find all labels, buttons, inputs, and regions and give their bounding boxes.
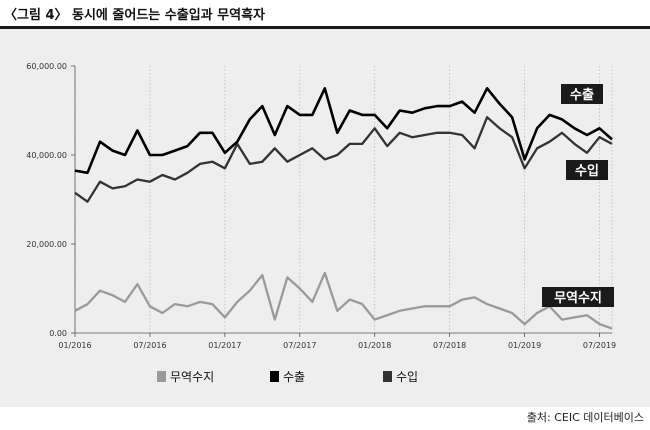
x-tick-label: 01/2017 [208, 341, 241, 350]
imports-annotation-box [566, 160, 608, 180]
legend-item: 수입 [383, 370, 418, 384]
legend-label: 수출 [283, 370, 305, 384]
x-tick-label: 07/2018 [433, 341, 466, 350]
exports-annotation-text: 수출 [570, 87, 594, 103]
legend-layer: 무역수지 수출 수입 [157, 370, 418, 384]
y-tick-label: 40,000.00 [26, 151, 67, 160]
series-layer [74, 87, 613, 330]
legend-label: 무역수지 [170, 370, 214, 384]
exports-annotation: 수출 [561, 84, 603, 104]
legend-swatch [383, 371, 392, 382]
balance-line [74, 271, 613, 330]
imports-annotation: 수입 [566, 160, 608, 180]
legend-swatch [270, 371, 279, 382]
x-tick-label: 01/2018 [358, 341, 391, 350]
imports-line [74, 116, 613, 203]
legend-item: 무역수지 [157, 370, 214, 384]
balance-annotation: 무역수지 [542, 287, 614, 307]
x-tick-label: 07/2016 [133, 341, 166, 350]
y-tick-label: 20,000.00 [26, 240, 67, 249]
title-rule [0, 26, 650, 29]
axis-layer: 01/2016 07/2016 01/2017 07/2017 01/2018 07/20… [26, 62, 616, 350]
figure-title: 〈그림 4〉 동시에 줄어드는 수출입과 무역흑자 [4, 8, 265, 23]
imports-annotation-text: 수입 [575, 164, 599, 179]
x-tick-label: 07/2019 [583, 341, 616, 350]
balance-annotation-text: 무역수지 [554, 290, 602, 306]
legend-item: 수출 [270, 370, 305, 384]
x-tick-label: 01/2016 [58, 341, 91, 350]
x-tick-label: 01/2019 [508, 341, 541, 350]
legend-swatch [157, 371, 166, 382]
x-tick-label: 07/2017 [283, 341, 316, 350]
y-tick-label: 0.00 [49, 329, 67, 338]
source-note: 출처: CEIC 데이터베이스 [526, 411, 644, 424]
exports-annotation-box [561, 84, 603, 104]
y-tick-label: 60,000.00 [26, 62, 67, 71]
exports-line [74, 87, 613, 175]
legend-label: 수입 [396, 370, 418, 384]
grid-layer [74, 66, 613, 333]
balance-annotation-box [542, 287, 614, 307]
